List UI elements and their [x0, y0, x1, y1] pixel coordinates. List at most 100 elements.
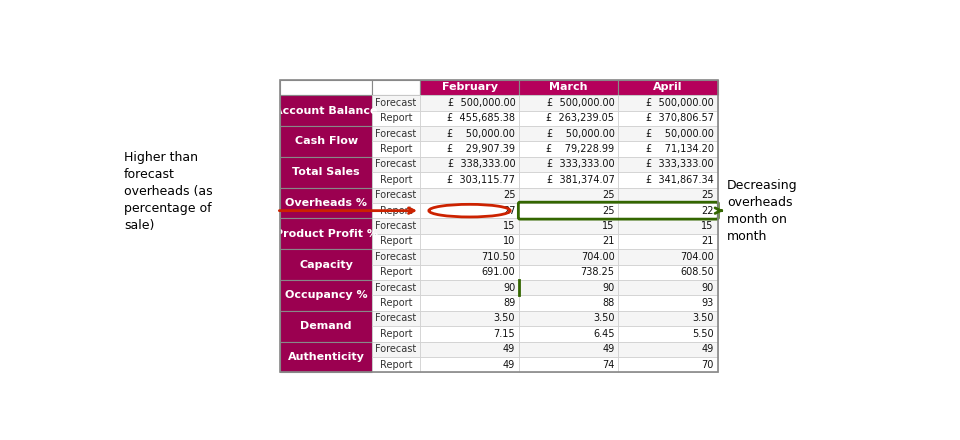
- Text: 88: 88: [602, 298, 614, 308]
- Bar: [420, 80, 519, 95]
- Bar: [420, 326, 519, 341]
- Text: 49: 49: [602, 344, 614, 354]
- Bar: [519, 357, 618, 372]
- Text: Forecast: Forecast: [375, 252, 417, 262]
- Bar: [618, 311, 717, 326]
- Text: Forecast: Forecast: [375, 98, 417, 108]
- Bar: [519, 326, 618, 341]
- Text: £    79,228.99: £ 79,228.99: [546, 144, 614, 154]
- Bar: [420, 187, 519, 203]
- Text: Forecast: Forecast: [375, 313, 417, 323]
- Text: April: April: [653, 82, 683, 92]
- Bar: [519, 249, 618, 264]
- Text: 93: 93: [702, 298, 713, 308]
- Text: Cash Flow: Cash Flow: [295, 136, 358, 147]
- Text: Report: Report: [379, 205, 412, 216]
- Bar: [372, 234, 420, 249]
- Bar: [420, 295, 519, 311]
- Bar: [372, 203, 420, 218]
- Bar: [280, 311, 372, 341]
- Bar: [280, 249, 372, 280]
- Text: £  263,239.05: £ 263,239.05: [546, 113, 614, 123]
- Text: £  303,115.77: £ 303,115.77: [447, 175, 516, 185]
- Text: Product Profit %: Product Profit %: [275, 229, 377, 239]
- Text: 15: 15: [503, 221, 516, 231]
- Bar: [618, 95, 717, 110]
- Text: Report: Report: [379, 236, 412, 246]
- Bar: [420, 95, 519, 110]
- Bar: [420, 157, 519, 172]
- Text: 608.50: 608.50: [680, 267, 713, 277]
- Text: Authenticity: Authenticity: [288, 352, 365, 362]
- Bar: [420, 172, 519, 187]
- Text: £  455,685.38: £ 455,685.38: [447, 113, 516, 123]
- Text: 710.50: 710.50: [481, 252, 516, 262]
- Bar: [372, 264, 420, 280]
- Bar: [519, 234, 618, 249]
- Bar: [372, 187, 420, 203]
- Bar: [519, 203, 618, 218]
- Text: Account Balance: Account Balance: [275, 106, 378, 116]
- Text: £  500,000.00: £ 500,000.00: [546, 98, 614, 108]
- Text: Forecast: Forecast: [375, 282, 417, 293]
- Text: 5.50: 5.50: [692, 329, 713, 339]
- Text: 90: 90: [602, 282, 614, 293]
- Bar: [420, 264, 519, 280]
- Text: 49: 49: [702, 344, 713, 354]
- Text: 49: 49: [503, 344, 516, 354]
- Text: Report: Report: [379, 267, 412, 277]
- Bar: [519, 341, 618, 357]
- Bar: [420, 203, 519, 218]
- Bar: [519, 157, 618, 172]
- Bar: [618, 264, 717, 280]
- Text: Capacity: Capacity: [300, 260, 353, 270]
- Bar: [280, 187, 372, 218]
- Bar: [372, 141, 420, 157]
- Bar: [280, 218, 372, 249]
- Text: Forecast: Forecast: [375, 344, 417, 354]
- Bar: [420, 357, 519, 372]
- Bar: [372, 218, 420, 234]
- Text: Report: Report: [379, 329, 412, 339]
- Bar: [519, 264, 618, 280]
- Text: Forecast: Forecast: [375, 221, 417, 231]
- Bar: [420, 218, 519, 234]
- Text: 70: 70: [701, 359, 713, 370]
- Text: Higher than
forecast
overheads (as
percentage of
sale): Higher than forecast overheads (as perce…: [124, 151, 212, 232]
- Text: 25: 25: [602, 205, 614, 216]
- Bar: [372, 311, 420, 326]
- Text: Decreasing
overheads
month on
month: Decreasing overheads month on month: [727, 179, 798, 242]
- Text: £  341,867.34: £ 341,867.34: [646, 175, 713, 185]
- Bar: [280, 280, 372, 311]
- Text: 27: 27: [503, 205, 516, 216]
- Text: 90: 90: [702, 282, 713, 293]
- Text: 704.00: 704.00: [581, 252, 614, 262]
- Bar: [420, 341, 519, 357]
- Text: February: February: [442, 82, 497, 92]
- Text: 3.50: 3.50: [692, 313, 713, 323]
- Bar: [372, 172, 420, 187]
- Bar: [372, 341, 420, 357]
- Text: 6.45: 6.45: [593, 329, 614, 339]
- Bar: [420, 311, 519, 326]
- Bar: [372, 280, 420, 295]
- Text: Forecast: Forecast: [375, 190, 417, 200]
- Text: Report: Report: [379, 175, 412, 185]
- Bar: [372, 249, 420, 264]
- Bar: [618, 280, 717, 295]
- Bar: [519, 141, 618, 157]
- Text: £    71,134.20: £ 71,134.20: [646, 144, 713, 154]
- Bar: [420, 141, 519, 157]
- Text: Report: Report: [379, 113, 412, 123]
- Text: Overheads %: Overheads %: [285, 198, 367, 208]
- Bar: [618, 157, 717, 172]
- Bar: [618, 187, 717, 203]
- Bar: [519, 280, 618, 295]
- Text: 3.50: 3.50: [493, 313, 516, 323]
- Text: Report: Report: [379, 298, 412, 308]
- Bar: [280, 95, 372, 126]
- Bar: [618, 357, 717, 372]
- Text: 704.00: 704.00: [680, 252, 713, 262]
- Text: 21: 21: [701, 236, 713, 246]
- Text: £    50,000.00: £ 50,000.00: [447, 128, 516, 139]
